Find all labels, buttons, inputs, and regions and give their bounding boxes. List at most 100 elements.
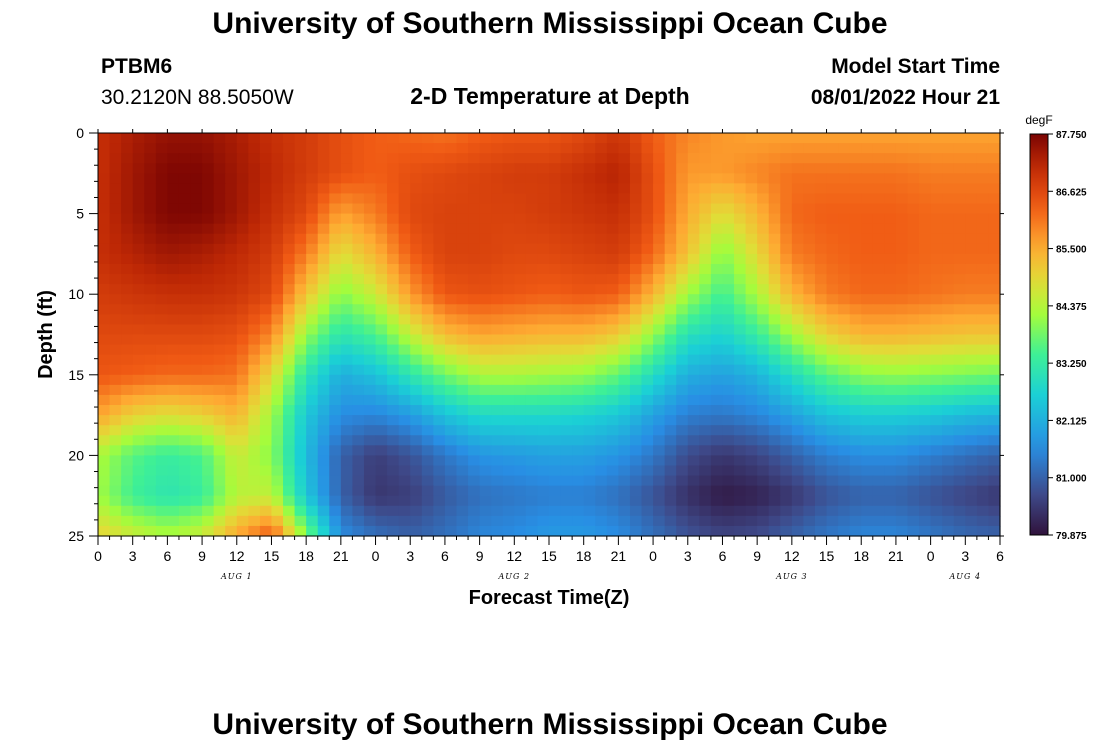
heatmap-cell: [502, 143, 515, 154]
heatmap-cell: [895, 294, 909, 305]
heatmap-cell: [479, 505, 492, 517]
heatmap-cell: [629, 425, 643, 436]
heatmap-cell: [803, 193, 816, 205]
heatmap-cell: [734, 274, 747, 285]
heatmap-cell: [329, 435, 342, 446]
heatmap-cell: [537, 294, 550, 305]
heatmap-cell: [653, 213, 666, 225]
heatmap-cell: [283, 405, 296, 416]
heatmap-cell: [375, 183, 388, 195]
heatmap-cell: [259, 314, 273, 326]
heatmap-cell: [687, 394, 700, 406]
heatmap-cell: [872, 263, 885, 275]
heatmap-cell: [814, 153, 828, 164]
heatmap-cell: [572, 203, 585, 215]
heatmap-cell: [722, 253, 735, 265]
heatmap-cell: [271, 425, 284, 436]
heatmap-cell: [710, 485, 724, 497]
heatmap-cell: [537, 284, 550, 295]
heatmap-cell: [283, 304, 296, 315]
heatmap-cell: [468, 425, 481, 436]
heatmap-cell: [317, 143, 330, 154]
heatmap-cell: [109, 465, 122, 477]
heatmap-cell: [387, 274, 400, 285]
heatmap-cell: [352, 193, 365, 205]
heatmap-cell: [421, 405, 434, 416]
heatmap-cell: [826, 445, 839, 456]
heatmap-cell: [942, 344, 955, 356]
heatmap-cell: [375, 274, 388, 285]
heatmap-cell: [340, 253, 354, 265]
heatmap-cell: [618, 435, 631, 446]
heatmap-cell: [976, 505, 990, 517]
heatmap-cell: [768, 525, 781, 537]
heatmap-cell: [664, 495, 677, 507]
heatmap-cell: [676, 203, 689, 215]
heatmap-cell: [722, 274, 735, 285]
heatmap-cell: [687, 304, 700, 315]
heatmap-cell: [722, 435, 735, 446]
heatmap-cell: [618, 475, 631, 487]
heatmap-cell: [768, 364, 781, 376]
heatmap-cell: [363, 515, 377, 527]
heatmap-cell: [248, 485, 261, 497]
heatmap-cell: [549, 374, 562, 386]
heatmap-cell: [606, 193, 619, 205]
heatmap-cell: [687, 183, 700, 195]
heatmap-cell: [583, 193, 596, 205]
heatmap-cell: [468, 465, 481, 477]
heatmap-cell: [814, 435, 828, 446]
heatmap-cell: [317, 213, 330, 225]
heatmap-cell: [537, 455, 550, 467]
heatmap-cell: [745, 354, 758, 366]
heatmap-cell: [456, 253, 469, 265]
heatmap-cell: [699, 304, 712, 315]
heatmap-cell: [514, 475, 527, 487]
heatmap-cell: [98, 435, 111, 446]
heatmap-cell: [248, 233, 261, 245]
heatmap-cell: [283, 435, 296, 446]
heatmap-cell: [294, 525, 307, 537]
heatmap-cell: [942, 525, 955, 537]
heatmap-cell: [190, 485, 203, 497]
heatmap-cell: [803, 465, 816, 477]
heatmap-cell: [213, 505, 226, 517]
heatmap-cell: [803, 314, 816, 326]
heatmap-cell: [363, 455, 377, 467]
heatmap-cell: [456, 243, 469, 255]
heatmap-cell: [942, 253, 955, 265]
heatmap-cell: [514, 435, 527, 446]
heatmap-cell: [363, 435, 377, 446]
heatmap-cell: [884, 173, 897, 184]
heatmap-cell: [109, 253, 122, 265]
heatmap-cell: [155, 354, 168, 366]
heatmap-cell: [953, 324, 966, 336]
heatmap-cell: [190, 344, 203, 356]
heatmap-cell: [606, 183, 619, 195]
heatmap-cell: [745, 515, 758, 527]
heatmap-cell: [583, 263, 596, 275]
heatmap-cell: [109, 354, 122, 366]
heatmap-cell: [144, 223, 157, 235]
heatmap-cell: [560, 364, 573, 376]
heatmap-cell: [907, 183, 920, 195]
heatmap-cell: [884, 475, 897, 487]
heatmap-cell: [768, 505, 781, 517]
heatmap-cell: [710, 415, 724, 426]
heatmap-cell: [583, 173, 596, 184]
heatmap-cell: [710, 425, 724, 436]
heatmap-cell: [132, 525, 145, 537]
heatmap-cell: [606, 133, 619, 144]
heatmap-cell: [121, 495, 134, 507]
heatmap-cell: [410, 203, 423, 215]
heatmap-cell: [259, 153, 273, 164]
heatmap-cell: [618, 294, 631, 305]
heatmap-cell: [861, 213, 874, 225]
heatmap-cell: [132, 415, 145, 426]
heatmap-cell: [976, 425, 990, 436]
heatmap-cell: [722, 153, 735, 164]
heatmap-cell: [849, 425, 862, 436]
heatmap-cell: [780, 435, 793, 446]
heatmap-cell: [410, 153, 423, 164]
heatmap-cell: [803, 364, 816, 376]
